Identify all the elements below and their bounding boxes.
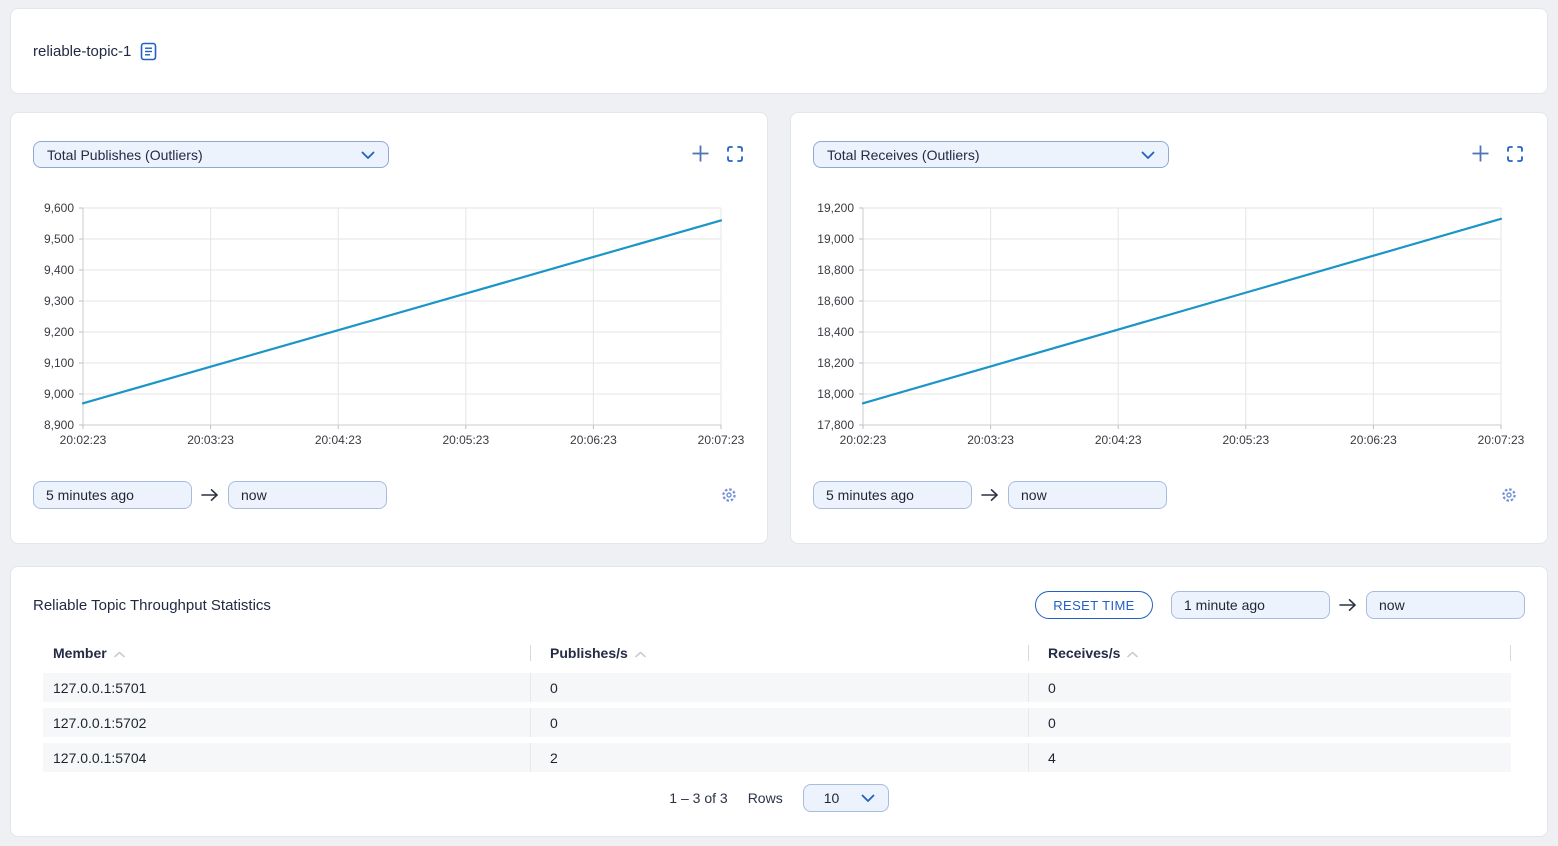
svg-text:19,000: 19,000 bbox=[817, 232, 854, 246]
column-header-publishes[interactable]: Publishes/s bbox=[530, 645, 1028, 661]
chevron-down-icon bbox=[361, 147, 375, 163]
expand-icon[interactable] bbox=[727, 145, 743, 162]
publishes-metric-select[interactable]: Total Publishes (Outliers) bbox=[33, 141, 389, 168]
svg-text:18,800: 18,800 bbox=[817, 263, 854, 277]
svg-text:20:02:23: 20:02:23 bbox=[60, 433, 107, 447]
rows-per-page-select[interactable]: 10 bbox=[802, 784, 889, 812]
pagination-range: 1 – 3 of 3 bbox=[669, 790, 728, 806]
svg-text:9,300: 9,300 bbox=[44, 294, 74, 308]
page-title: reliable-topic-1 bbox=[33, 42, 132, 60]
stats-from-input[interactable] bbox=[1171, 591, 1330, 619]
chevron-down-icon bbox=[861, 790, 875, 806]
svg-text:18,400: 18,400 bbox=[817, 325, 854, 339]
sort-caret-icon bbox=[1127, 645, 1139, 661]
publishes-cell: 2 bbox=[530, 743, 1028, 772]
table-row: 127.0.0.1:5701 0 0 bbox=[43, 673, 1511, 702]
svg-text:20:04:23: 20:04:23 bbox=[1095, 433, 1142, 447]
table-row: 127.0.0.1:5704 2 4 bbox=[43, 743, 1511, 772]
add-chart-icon[interactable] bbox=[691, 144, 710, 163]
throughput-table: Member Publishes/s Receives/s 127.0.0.1:… bbox=[33, 641, 1525, 812]
svg-text:17,800: 17,800 bbox=[817, 418, 854, 432]
receives-to-input[interactable] bbox=[1008, 481, 1167, 509]
publishes-cell: 0 bbox=[530, 708, 1028, 737]
receives-cell: 0 bbox=[1028, 708, 1511, 737]
arrow-right-icon bbox=[981, 488, 999, 502]
topic-header-card: reliable-topic-1 bbox=[10, 8, 1548, 94]
publishes-chart-header: Total Publishes (Outliers) bbox=[33, 141, 745, 168]
rows-label: Rows bbox=[747, 790, 783, 806]
column-header-member[interactable]: Member bbox=[43, 645, 530, 661]
receives-cell: 0 bbox=[1028, 673, 1511, 702]
pagination: 1 – 3 of 3 Rows 10 bbox=[33, 784, 1525, 812]
publishes-metric-select-label: Total Publishes (Outliers) bbox=[47, 146, 203, 163]
gear-icon[interactable] bbox=[721, 487, 737, 503]
svg-text:8,900: 8,900 bbox=[44, 418, 74, 432]
table-header-row: Member Publishes/s Receives/s bbox=[43, 641, 1511, 665]
add-chart-icon[interactable] bbox=[1471, 144, 1490, 163]
publishes-chart-footer bbox=[33, 481, 745, 509]
stats-time-controls: RESET TIME bbox=[1035, 591, 1525, 619]
charts-row: Total Publishes (Outliers) 8,900 9,000 9,1… bbox=[10, 112, 1548, 544]
expand-icon[interactable] bbox=[1507, 145, 1523, 162]
svg-text:18,600: 18,600 bbox=[817, 294, 854, 308]
svg-text:20:07:23: 20:07:23 bbox=[1478, 433, 1525, 447]
svg-text:19,200: 19,200 bbox=[817, 201, 854, 215]
sort-caret-icon bbox=[113, 645, 125, 661]
svg-text:18,200: 18,200 bbox=[817, 356, 854, 370]
svg-text:9,500: 9,500 bbox=[44, 232, 74, 246]
svg-text:20:05:23: 20:05:23 bbox=[442, 433, 489, 447]
receives-chart-card: Total Receives (Outliers) 17,800 18,000 18… bbox=[790, 112, 1548, 544]
document-icon[interactable] bbox=[140, 42, 157, 61]
chevron-down-icon bbox=[1141, 147, 1155, 163]
svg-text:9,000: 9,000 bbox=[44, 387, 74, 401]
gear-icon[interactable] bbox=[1501, 487, 1517, 503]
svg-text:20:04:23: 20:04:23 bbox=[315, 433, 362, 447]
stats-to-input[interactable] bbox=[1366, 591, 1525, 619]
member-cell: 127.0.0.1:5701 bbox=[53, 679, 147, 696]
publishes-chart-card: Total Publishes (Outliers) 8,900 9,000 9,1… bbox=[10, 112, 768, 544]
svg-text:9,600: 9,600 bbox=[44, 201, 74, 215]
svg-text:20:06:23: 20:06:23 bbox=[570, 433, 617, 447]
rows-per-page-value: 10 bbox=[823, 790, 840, 806]
receives-chart-footer bbox=[813, 481, 1525, 509]
publishes-chart: 8,900 9,000 9,100 9,200 9,300 9,400 9,500 9,600… bbox=[44, 201, 745, 447]
svg-text:18,000: 18,000 bbox=[817, 387, 854, 401]
svg-text:9,200: 9,200 bbox=[44, 325, 74, 339]
arrow-right-icon bbox=[201, 488, 219, 502]
column-header-receives[interactable]: Receives/s bbox=[1028, 645, 1511, 661]
receives-metric-select[interactable]: Total Receives (Outliers) bbox=[813, 141, 1169, 168]
receives-chart: 17,800 18,000 18,200 18,400 18,600 18,800 19,0… bbox=[817, 201, 1525, 447]
table-row: 127.0.0.1:5702 0 0 bbox=[43, 708, 1511, 737]
member-cell: 127.0.0.1:5704 bbox=[53, 749, 147, 766]
publishes-cell: 0 bbox=[530, 673, 1028, 702]
svg-text:20:03:23: 20:03:23 bbox=[187, 433, 234, 447]
arrow-right-icon bbox=[1339, 598, 1357, 612]
publishes-chart-actions bbox=[691, 141, 745, 163]
sort-caret-icon bbox=[635, 645, 646, 661]
throughput-stats-card: Reliable Topic Throughput Statistics RES… bbox=[10, 566, 1548, 837]
svg-text:20:02:23: 20:02:23 bbox=[840, 433, 887, 447]
receives-metric-select-label: Total Receives (Outliers) bbox=[827, 146, 980, 163]
receives-from-input[interactable] bbox=[813, 481, 972, 509]
reset-time-button[interactable]: RESET TIME bbox=[1035, 591, 1153, 619]
publishes-to-input[interactable] bbox=[228, 481, 387, 509]
stats-title: Reliable Topic Throughput Statistics bbox=[33, 596, 271, 614]
publishes-from-input[interactable] bbox=[33, 481, 192, 509]
svg-text:20:07:23: 20:07:23 bbox=[698, 433, 745, 447]
receives-chart-actions bbox=[1471, 141, 1525, 163]
receives-cell: 4 bbox=[1028, 743, 1511, 772]
member-cell: 127.0.0.1:5702 bbox=[53, 714, 147, 731]
svg-text:9,400: 9,400 bbox=[44, 263, 74, 277]
stats-header-row: Reliable Topic Throughput Statistics RES… bbox=[33, 591, 1525, 619]
svg-text:20:06:23: 20:06:23 bbox=[1350, 433, 1397, 447]
svg-text:20:05:23: 20:05:23 bbox=[1222, 433, 1269, 447]
svg-text:20:03:23: 20:03:23 bbox=[967, 433, 1014, 447]
receives-chart-header: Total Receives (Outliers) bbox=[813, 141, 1525, 168]
svg-text:9,100: 9,100 bbox=[44, 356, 74, 370]
